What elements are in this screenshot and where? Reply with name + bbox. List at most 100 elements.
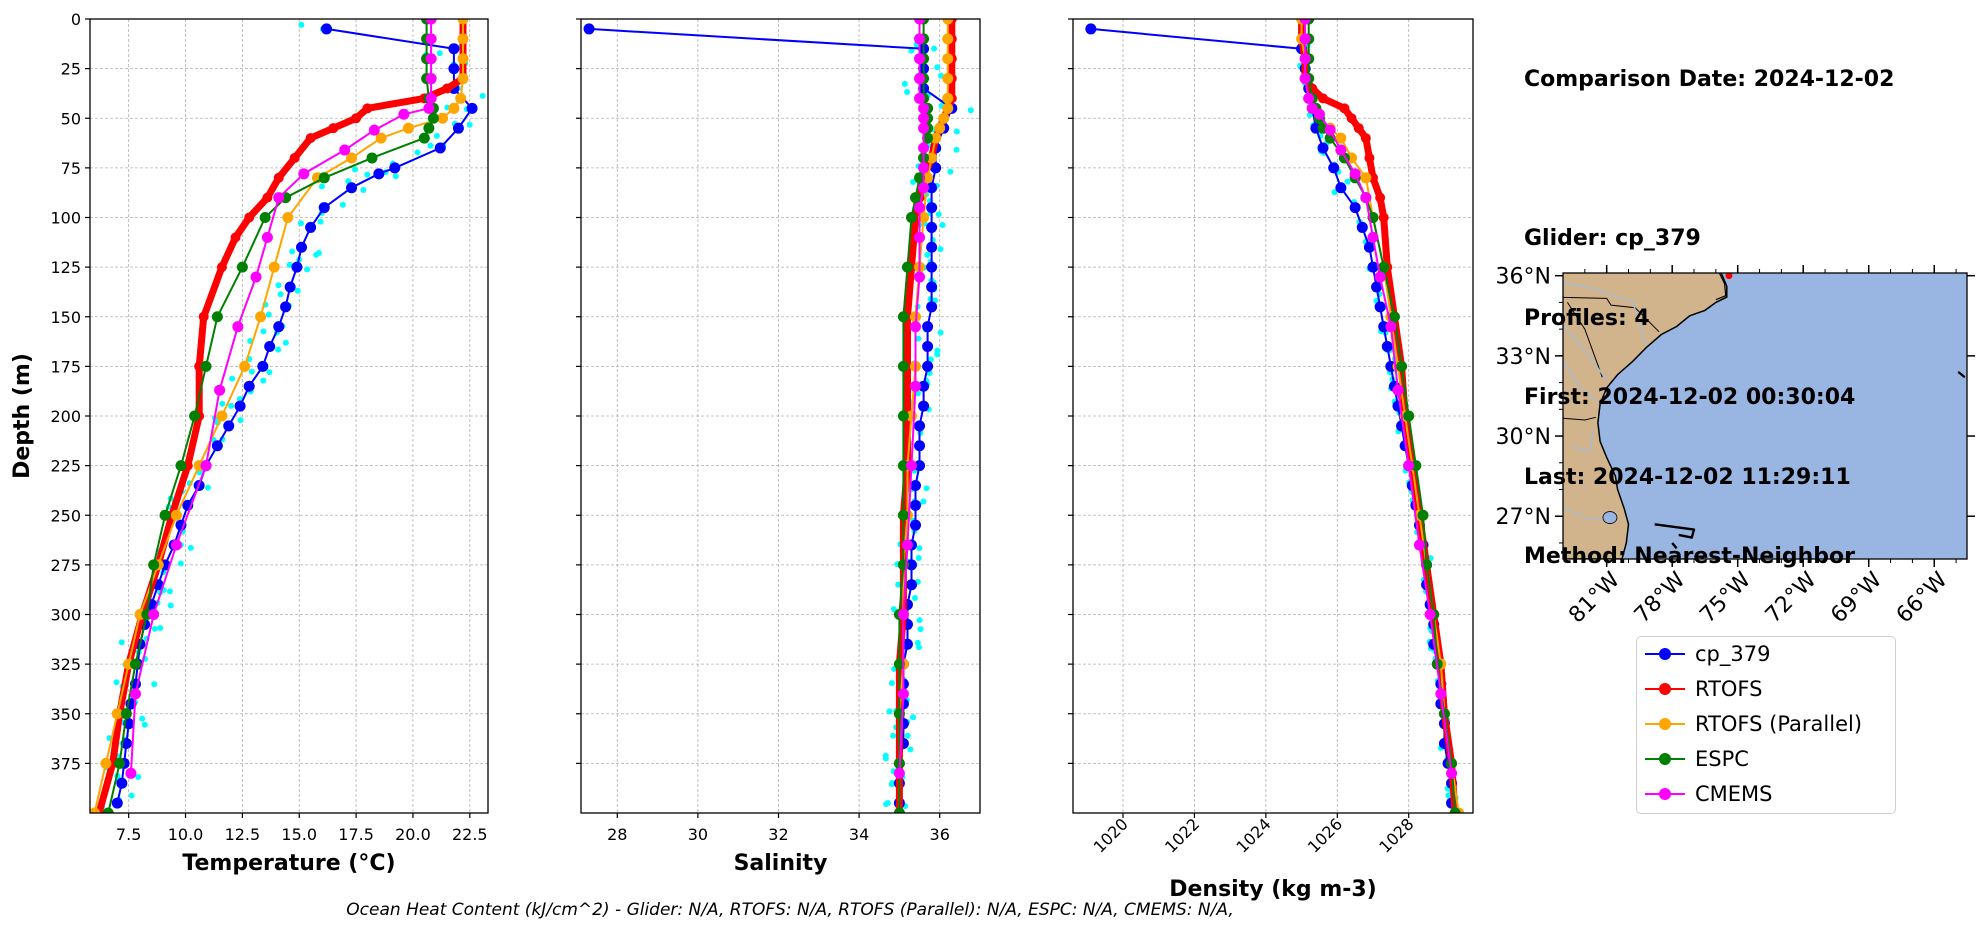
temperature-point-rtofs <box>273 172 284 183</box>
salinity-raw-point <box>923 485 930 492</box>
salinity-point-cmems <box>910 380 922 392</box>
temperature-point-rtofs_parallel <box>437 112 449 124</box>
temperature-point-espc <box>427 112 439 124</box>
temperature-point-cmems <box>200 460 212 472</box>
salinity-point-glider <box>922 360 934 372</box>
temperature-xtick-label: 17.5 <box>338 825 374 844</box>
salinity-point-espc <box>905 212 917 223</box>
temperature-point-glider <box>434 142 446 154</box>
temperature-raw-point <box>364 171 371 178</box>
map-island <box>1671 542 1678 550</box>
density-point-cmems <box>1335 144 1347 156</box>
temperature-ytick-label: 200 <box>50 407 81 426</box>
map-lon-label: 66°W <box>1892 567 1953 628</box>
density-point-cmems <box>1403 460 1415 472</box>
salinity-xlabel: Salinity <box>734 851 828 876</box>
salinity-raw-point <box>947 168 954 175</box>
temperature-point-cmems <box>425 53 437 65</box>
comparison-info: Comparison Date: 2024-12-02 ​ Glider: cp… <box>1524 14 1894 597</box>
temperature-raw-point <box>237 417 244 424</box>
temperature-raw-point <box>135 773 142 780</box>
legend-entry-glider: cp_379 <box>1637 640 1895 668</box>
temperature-point-rtofs <box>442 83 453 94</box>
temperature-point-glider <box>243 380 255 392</box>
map-river <box>1571 430 1595 453</box>
salinity-point-rtofs_parallel <box>930 132 942 144</box>
temperature-raw-point <box>141 721 148 728</box>
salinity-point-rtofs_parallel <box>942 33 954 45</box>
density-raw-point <box>1331 189 1338 196</box>
temperature-point-rtofs_parallel <box>90 807 101 813</box>
density-xtick-label: 1028 <box>1375 814 1417 856</box>
temperature-raw-point <box>282 339 289 346</box>
temperature-point-espc <box>175 460 187 472</box>
density-point-cmems <box>1435 688 1447 700</box>
legend-label-espc: ESPC <box>1695 747 1749 771</box>
salinity-raw-point <box>909 179 916 186</box>
density-point-cmems <box>1367 231 1379 243</box>
density-point-cmems <box>1299 19 1311 25</box>
temperature-raw-point <box>177 560 184 567</box>
temperature-point-espc <box>236 261 248 273</box>
salinity-point-cmems <box>918 102 930 114</box>
salinity-point-rtofs_parallel <box>926 152 938 164</box>
temperature-line-cmems <box>129 19 433 774</box>
temperature-ytick-label: 275 <box>50 556 81 575</box>
temperature-point-rtofs <box>198 311 209 322</box>
salinity-raw-point <box>888 680 895 687</box>
legend-label-glider: cp_379 <box>1695 642 1771 666</box>
salinity-point-rtofs_parallel <box>942 73 954 85</box>
temperature-point-espc <box>200 360 212 372</box>
temperature-raw-point <box>315 249 322 256</box>
temperature-raw-point <box>228 402 235 409</box>
temperature-point-espc <box>102 807 114 813</box>
salinity-xtick-label: 28 <box>607 825 627 844</box>
density-point-glider <box>1367 261 1379 273</box>
salinity-point-cmems <box>918 142 930 154</box>
salinity-raw-point <box>914 639 921 646</box>
temperature-point-cmems <box>148 609 160 620</box>
salinity-point-cmems <box>918 112 930 124</box>
temperature-point-glider <box>234 400 246 412</box>
density-point-glider <box>1363 241 1375 253</box>
temperature-raw-point <box>275 282 282 289</box>
temperature-point-espc <box>129 658 141 670</box>
density-point-cmems <box>1392 384 1404 396</box>
temperature-raw-point <box>236 395 243 402</box>
map-outer-banks <box>1715 273 1727 301</box>
density-point-rtofs <box>1339 103 1350 114</box>
temperature-point-rtofs_parallel <box>448 102 460 114</box>
temperature-raw-point <box>298 21 305 28</box>
salinity-point-espc <box>897 311 909 323</box>
salinity-point-glider <box>926 301 938 313</box>
salinity-point-glider <box>922 321 934 333</box>
temperature-raw-point <box>436 50 443 57</box>
temperature-raw-point <box>479 92 486 99</box>
density-point-rtofs <box>1360 133 1371 144</box>
temperature-ytick-label: 225 <box>50 457 81 476</box>
temperature-point-cmems <box>125 767 137 779</box>
salinity-raw-point <box>939 221 946 228</box>
legend-entry-espc: ESPC <box>1637 745 1895 773</box>
salinity-point-glider <box>926 241 938 253</box>
temperature-point-cmems <box>398 108 410 120</box>
temperature-point-rtofs <box>244 212 255 223</box>
density-point-cmems <box>1313 108 1325 120</box>
salinity-raw-point <box>910 714 917 721</box>
temperature-point-glider <box>280 301 292 313</box>
temperature-ytick-label: 325 <box>50 655 81 674</box>
salinity-point-glider <box>926 182 938 194</box>
temperature-point-glider <box>346 182 358 194</box>
temperature-raw-point <box>466 121 473 128</box>
temperature-point-rtofs_parallel <box>111 708 123 720</box>
temperature-raw-point <box>265 311 272 318</box>
salinity-point-cmems <box>914 19 926 25</box>
temperature-ytick-label: 150 <box>50 308 81 327</box>
salinity-point-espc <box>893 658 905 670</box>
density-point-cmems <box>1413 539 1425 551</box>
temperature-point-espc <box>114 757 126 769</box>
temperature-point-glider <box>296 241 308 253</box>
map-glider-position <box>1725 273 1733 280</box>
salinity-point-cmems <box>918 182 930 194</box>
density-point-cmems <box>1360 192 1372 204</box>
